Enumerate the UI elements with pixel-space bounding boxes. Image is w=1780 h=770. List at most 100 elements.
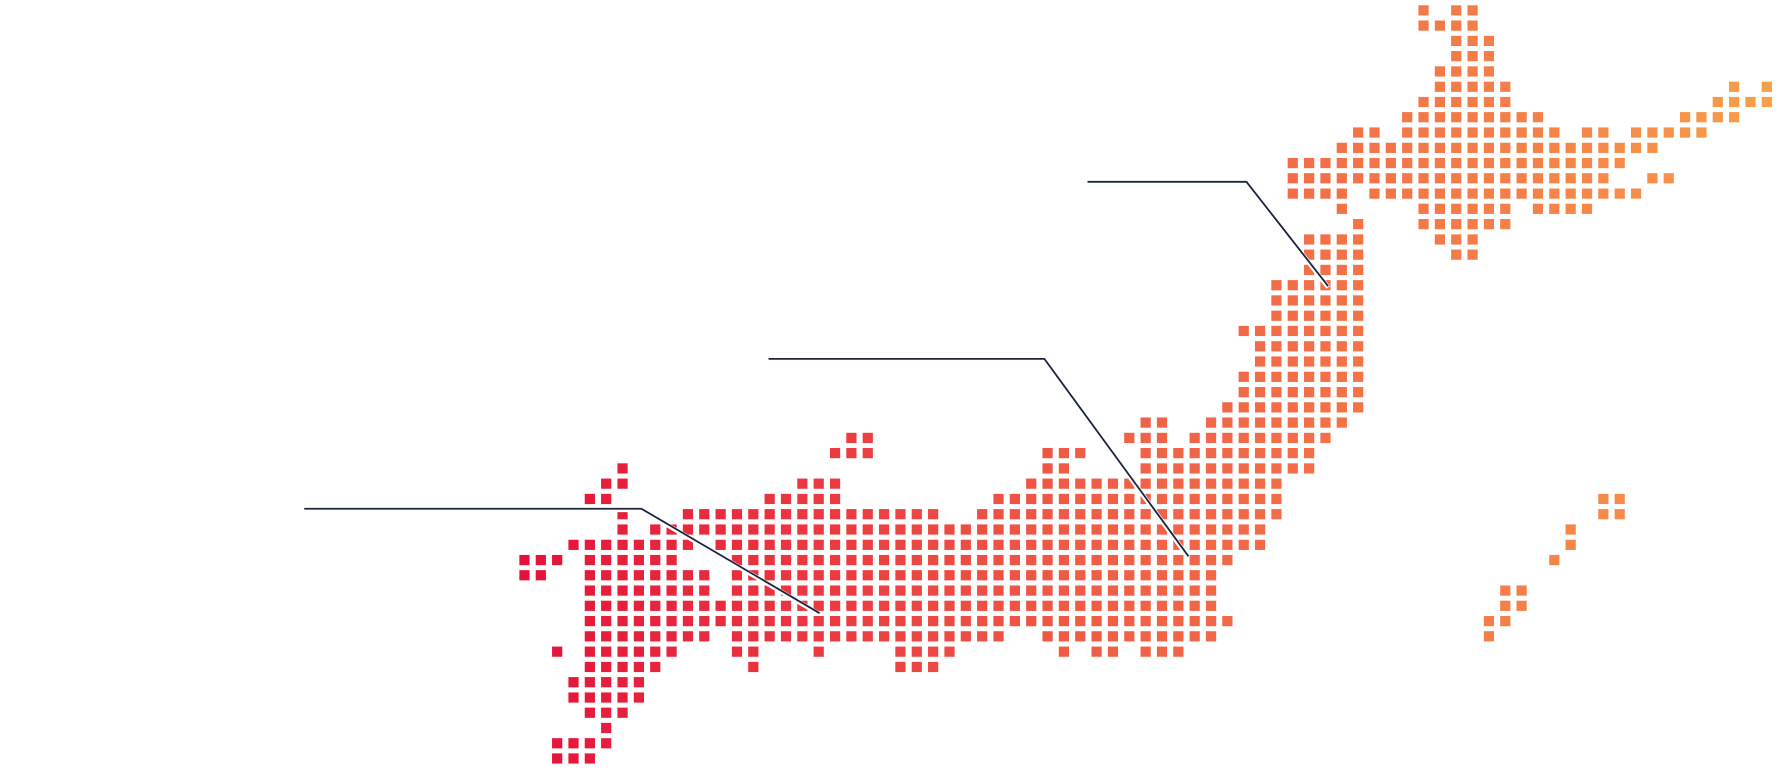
map-dot [1075,493,1086,505]
map-dot [780,631,792,642]
map-dot [1156,448,1168,459]
map-dot [601,677,612,688]
map-dot [1140,448,1151,459]
map-dot [944,585,955,596]
map-dot [1254,478,1266,489]
map-dot [1369,142,1380,153]
map-dot [993,600,1004,611]
map-dot [617,661,628,673]
map-dot [1156,631,1168,642]
map-dot [846,509,857,520]
map-dot [1058,524,1070,535]
map-dot [584,692,595,703]
map-dot [1107,570,1119,581]
map-dot [829,539,841,550]
map-dot [1336,310,1347,321]
callout-line [768,357,1190,557]
map-dot [928,585,939,596]
map-dot [682,570,694,581]
map-dot [977,509,988,520]
map-dot [731,539,743,550]
map-dot [650,570,661,581]
map-dot [846,554,857,566]
map-dot [1254,356,1266,367]
map-dot [633,570,645,581]
map-dot [878,539,890,550]
map-dot [1483,81,1495,92]
map-dot [617,646,628,657]
map-dot [993,585,1004,596]
map-dot [780,585,792,596]
map-dot [878,554,890,566]
map-dot [1516,112,1527,123]
map-dot [1140,570,1151,581]
map-dot [1058,600,1070,611]
map-dot [1189,570,1200,581]
map-dot [1009,570,1020,581]
map-dot [1500,219,1511,230]
map-dot [715,509,726,520]
map-dot [1271,341,1282,352]
map-dot [584,585,595,596]
map-dot [928,631,939,642]
map-dot [1107,585,1119,596]
map-dot [1336,280,1347,291]
map-dot [1238,417,1249,428]
map-dot [1205,478,1217,489]
map-dot [1451,249,1462,260]
map-dot [552,738,563,749]
map-dot [1205,493,1217,505]
map-dot [944,524,955,535]
map-dot [1238,524,1249,535]
map-dot [1287,432,1298,444]
map-dot [1189,448,1200,459]
map-dot [601,539,612,550]
map-dot [1434,234,1446,245]
map-dot [1320,310,1331,321]
map-dot [1091,539,1102,550]
map-dot [911,631,922,642]
map-dot [1026,493,1037,505]
map-dot [878,570,890,581]
map-dot [797,585,808,596]
map-dot [1320,371,1331,382]
map-dot [1091,478,1102,489]
map-dot [1173,524,1184,535]
map-dot [1173,600,1184,611]
map-dot [1156,646,1168,657]
map-dot [1156,600,1168,611]
map-dot [1287,387,1298,398]
map-dot [1238,387,1249,398]
map-dot [1434,173,1446,184]
dot-grid [519,5,1772,764]
map-dot [1483,66,1495,77]
map-dot [617,692,628,703]
map-dot [1287,280,1298,291]
map-dot [666,646,677,657]
map-dot [682,631,694,642]
map-dot [928,554,939,566]
map-dot [1058,478,1070,489]
map-dot [650,600,661,611]
map-dot [1549,554,1560,566]
map-dot [1467,66,1478,77]
map-dot [1467,81,1478,92]
map-dot [1156,539,1168,550]
map-dot [1075,448,1086,459]
map-dot [780,600,792,611]
map-dot [846,448,857,459]
map-dot [878,631,890,642]
map-dot [1304,295,1315,306]
map-dot [1107,478,1119,489]
map-dot [1042,585,1053,596]
map-dot [748,524,759,535]
map-dot [1271,463,1282,474]
map-dot [878,600,890,611]
map-dot [862,570,873,581]
map-dot [1336,203,1347,214]
map-dot [584,539,595,550]
callout-shadow [304,507,821,617]
map-dot [601,646,612,657]
map-dot [1353,127,1364,138]
map-dot [1304,402,1315,413]
